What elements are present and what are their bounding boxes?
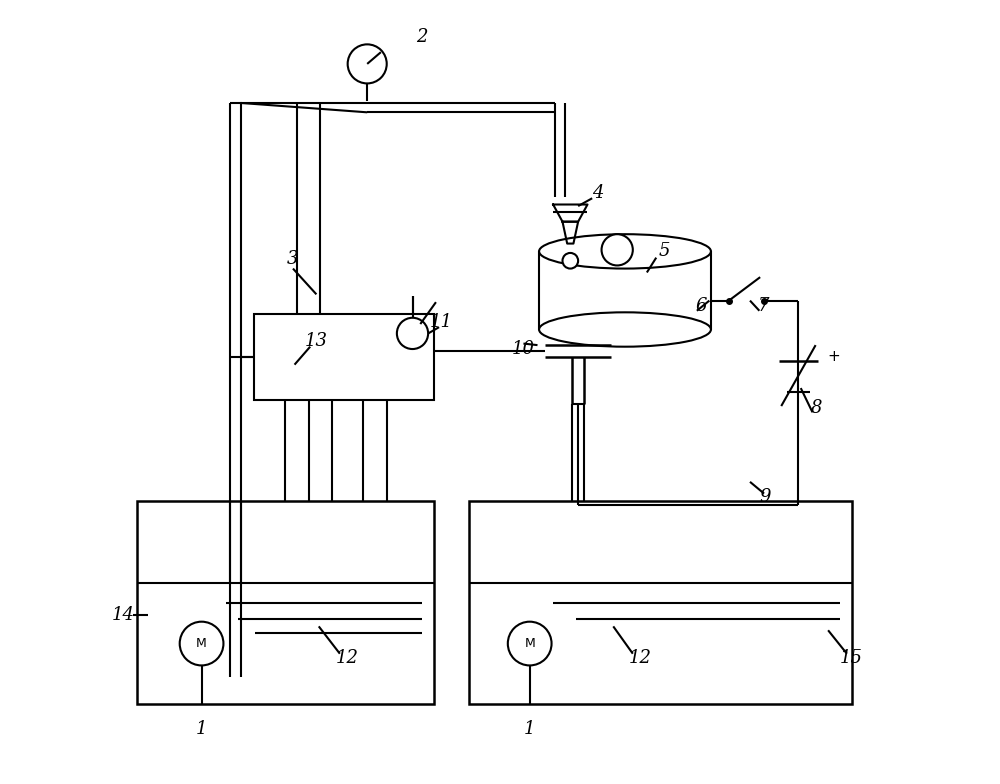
Bar [254, 314, 434, 400]
Text: 9: 9 [760, 488, 771, 506]
Text: 4: 4 [592, 183, 603, 201]
Ellipse shape [539, 312, 711, 347]
Text: 11: 11 [430, 313, 453, 331]
Text: 6: 6 [696, 297, 707, 315]
Text: 15: 15 [840, 648, 863, 666]
Text: 2: 2 [416, 27, 428, 45]
Circle shape [397, 318, 428, 349]
Text: M: M [196, 637, 207, 650]
Circle shape [508, 622, 552, 666]
Circle shape [562, 253, 578, 269]
Text: 3: 3 [287, 250, 299, 268]
Text: 1: 1 [524, 720, 535, 739]
Text: 14: 14 [112, 606, 135, 623]
Text: 13: 13 [305, 332, 328, 350]
Text: 8: 8 [811, 398, 822, 416]
Text: M: M [524, 637, 535, 650]
Text: 12: 12 [629, 648, 652, 666]
Text: 10: 10 [512, 340, 535, 358]
Text: 1: 1 [196, 720, 207, 739]
Text: 7: 7 [758, 297, 770, 315]
Text: 12: 12 [336, 648, 359, 666]
Circle shape [602, 234, 633, 266]
Circle shape [348, 45, 387, 83]
Bar [137, 502, 434, 705]
Ellipse shape [539, 234, 711, 269]
Text: 5: 5 [658, 242, 670, 260]
Text: +: + [827, 350, 840, 365]
Bar [469, 502, 852, 705]
Circle shape [180, 622, 223, 666]
